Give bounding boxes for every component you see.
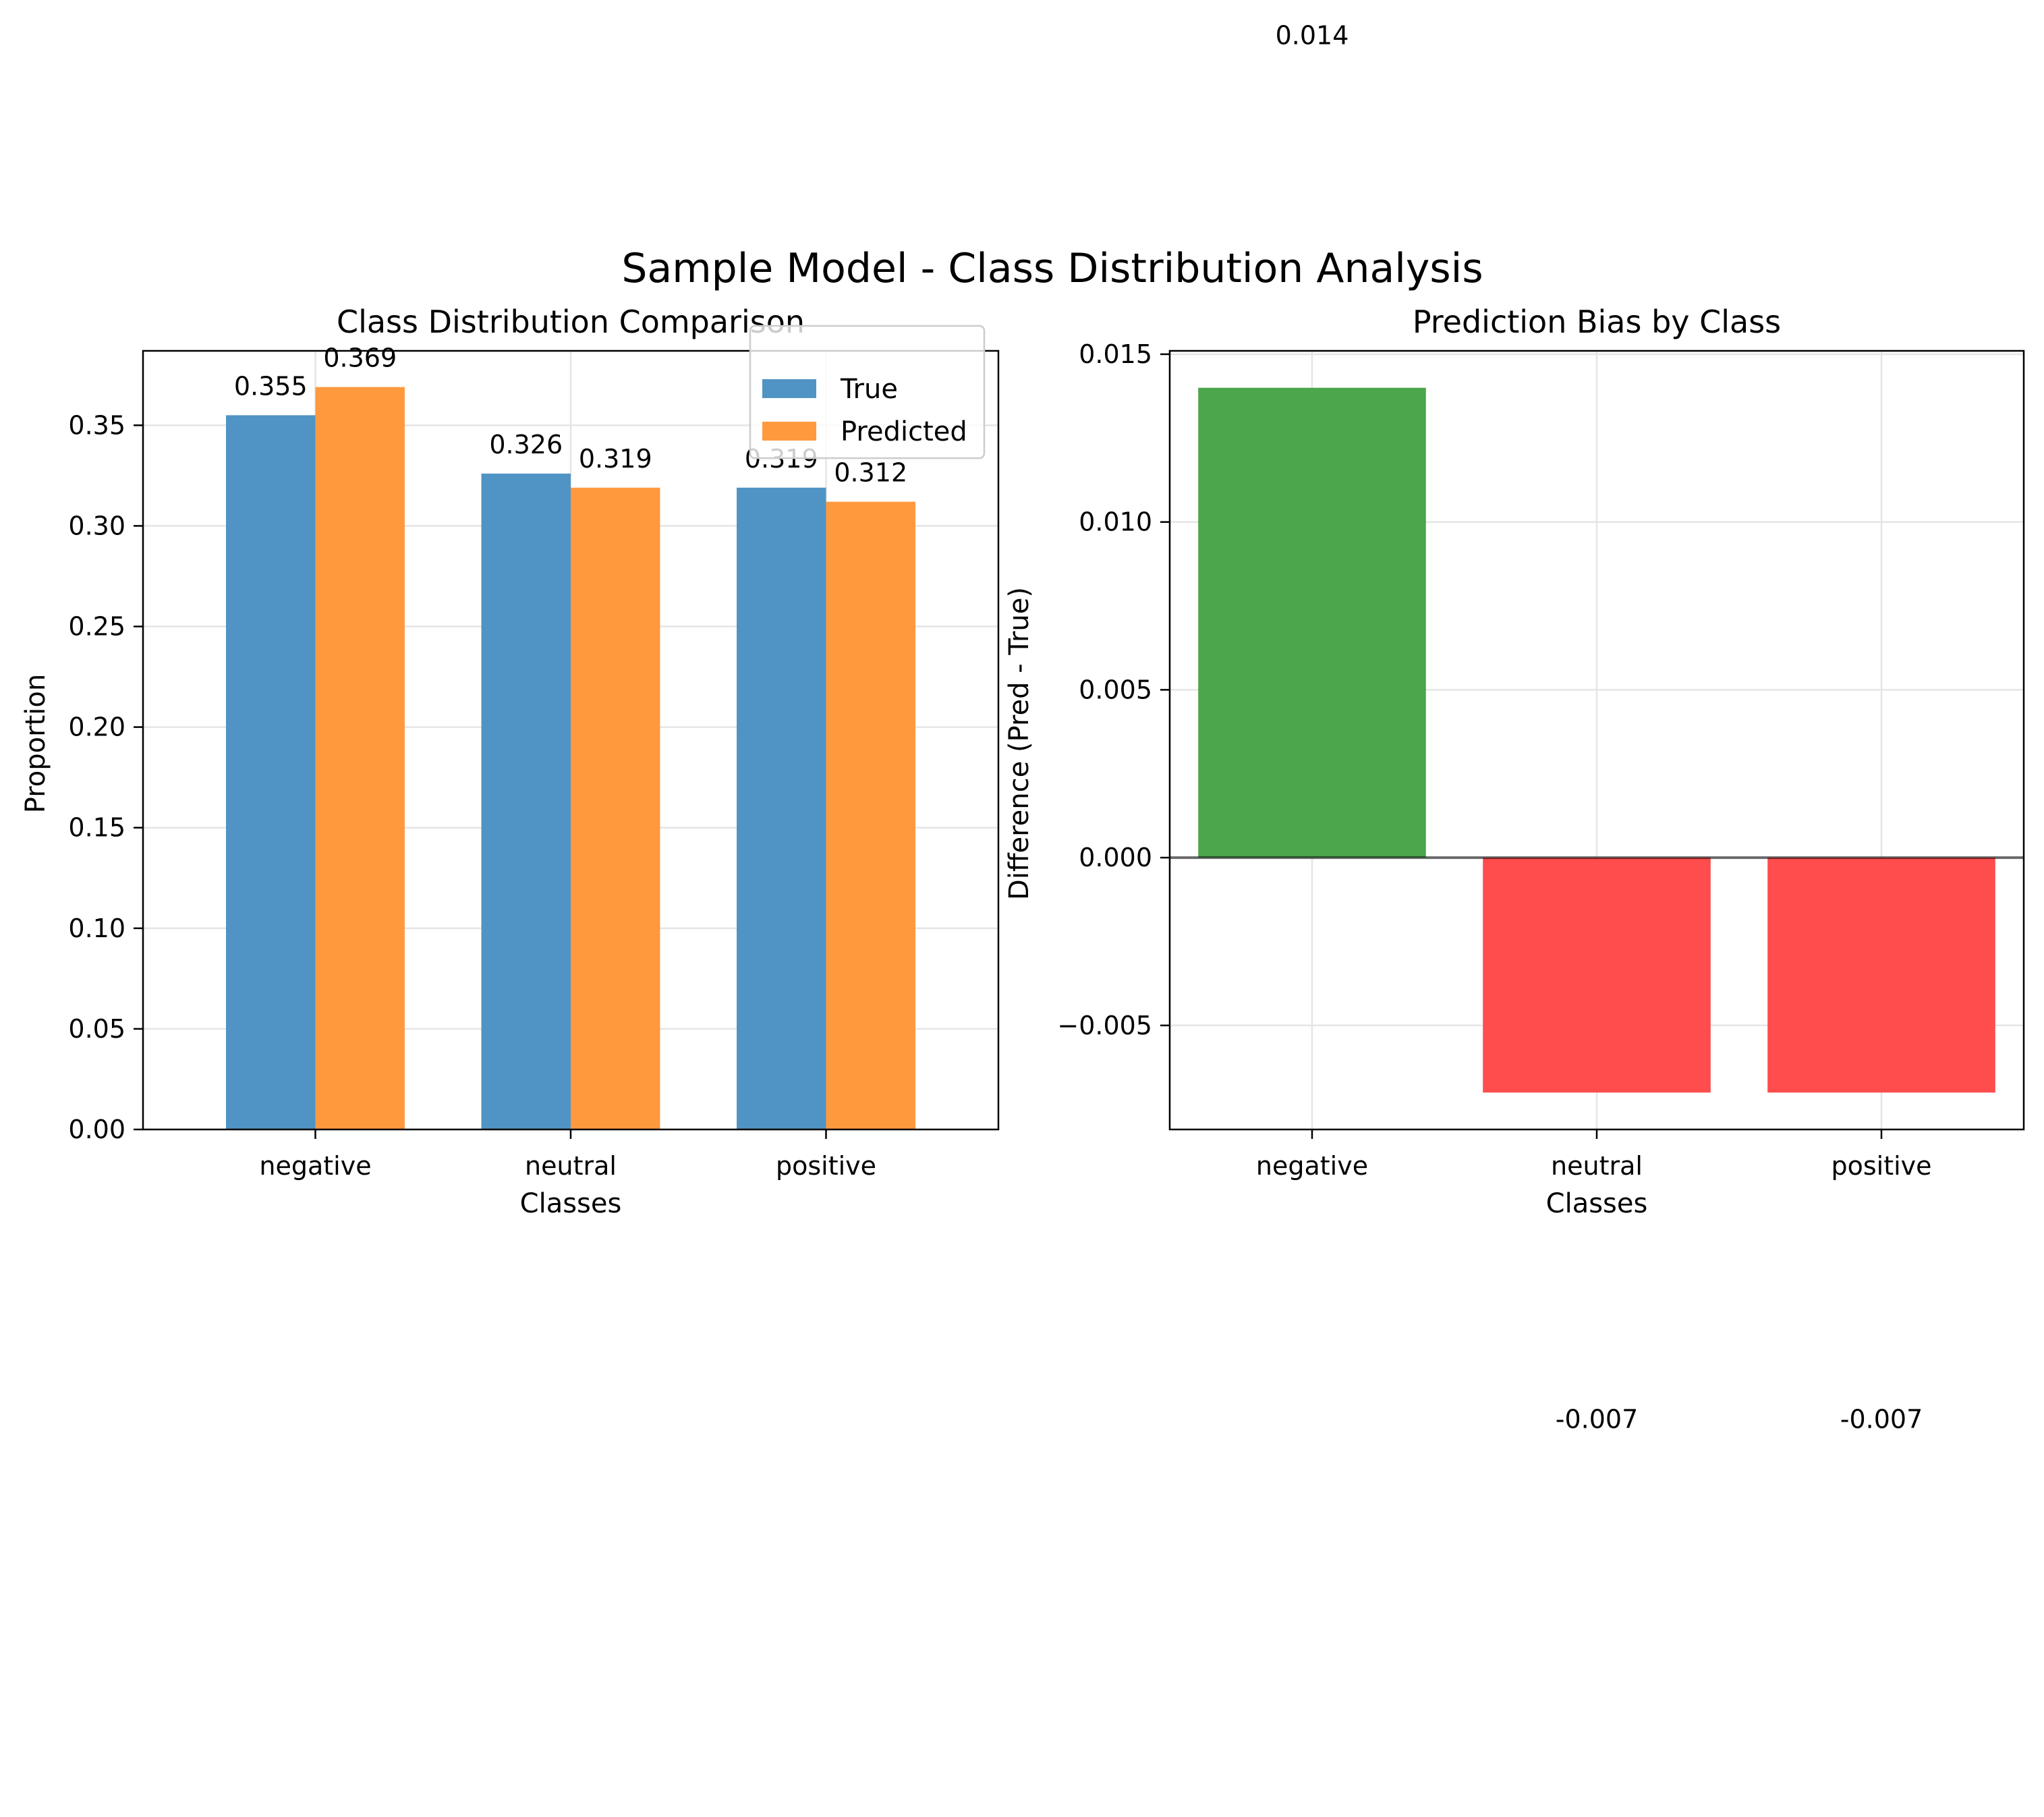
bar-true-positive [737,487,826,1129]
data-label-true-negative: 0.355 [234,371,308,401]
chart2-bars [1198,387,1995,1093]
bar-true-negative [226,415,316,1130]
legend-label-true: True [840,374,898,405]
chart1-x-tick-label-positive: positive [776,1151,876,1181]
chart1-x-ticks: negative neutral positive [259,1129,876,1181]
chart2-y-tick-label: 0.005 [1079,675,1152,704]
chart2-y-tick-label: 0.010 [1079,507,1152,537]
prediction-bias-chart: Prediction Bias by Class 0.014 -0.007 -0.0… [1004,20,2025,1434]
bias-data-label-positive: -0.007 [1840,1405,1923,1434]
bar-predicted-neutral [571,487,660,1129]
chart1-y-tick-label: 0.10 [68,914,125,943]
chart1-frame [142,350,1000,1131]
chart1-y-tick-label: 0.35 [68,410,125,440]
chart2-y-ticks: −0.005 0.000 0.005 0.010 0.015 [1057,339,1170,1040]
data-label-true-neutral: 0.326 [489,430,563,459]
bar-predicted-positive [826,501,915,1129]
chart1-x-axis-label: Classes [520,1188,622,1219]
chart2-x-tick-label-neutral: neutral [1551,1151,1643,1181]
chart2-x-ticks: negative neutral positive [1256,1129,1932,1181]
figure-title: Sample Model - Class Distribution Analys… [621,245,1483,292]
data-label-predicted-negative: 0.369 [323,343,397,373]
chart2-y-tick-label: 0.000 [1079,843,1152,872]
chart1-title: Class Distribution Comparison [337,304,805,340]
data-label-predicted-positive: 0.312 [834,458,907,488]
chart1-y-ticks: 0.00 0.05 0.10 0.15 0.20 0.25 0.30 0.35 [68,410,143,1144]
chart1-y-tick-label: 0.30 [68,511,125,540]
chart1-bars [226,387,915,1130]
bias-data-label-neutral: -0.007 [1556,1405,1639,1434]
chart1-y-tick-label: 0.25 [68,612,125,642]
bias-bar-negative [1198,387,1426,858]
chart1-y-axis-label: Proportion [20,674,51,813]
bias-data-label-negative: 0.014 [1276,20,1349,50]
bias-bar-positive [1767,858,1995,1093]
chart2-x-tick-label-negative: negative [1256,1151,1368,1181]
chart1-legend: True Predicted [749,325,986,459]
chart1-x-tick-label-neutral: neutral [525,1151,617,1181]
bar-predicted-negative [315,387,405,1129]
chart2-y-tick-label: 0.015 [1079,339,1152,369]
chart1-y-tick-label: 0.20 [68,712,125,742]
chart1-y-tick-label: 0.15 [68,813,125,843]
chart1-y-tick-label: 0.05 [68,1014,125,1044]
chart2-y-tick-label: −0.005 [1057,1011,1152,1040]
class-distribution-chart: Class Distribution Comparison 0.355 0.326… [20,304,1000,1219]
chart2-y-axis-label: Difference (Pred - True) [1004,587,1035,900]
legend-label-predicted: Predicted [841,416,967,447]
bar-true-neutral [481,473,571,1129]
chart2-data-labels: 0.014 -0.007 -0.007 [1276,20,1923,1434]
chart2-title: Prediction Bias by Class [1413,304,1781,340]
chart2-x-tick-label-positive: positive [1831,1151,1931,1181]
data-label-predicted-neutral: 0.319 [579,444,652,474]
legend-swatch-true [762,379,816,398]
bias-bar-neutral [1483,858,1711,1093]
chart1-x-tick-label-negative: negative [259,1151,371,1181]
chart1-y-tick-label: 0.00 [68,1115,125,1144]
chart2-frame [1168,350,2025,1131]
chart2-x-axis-label: Classes [1546,1188,1648,1219]
legend-swatch-predicted [762,422,816,441]
